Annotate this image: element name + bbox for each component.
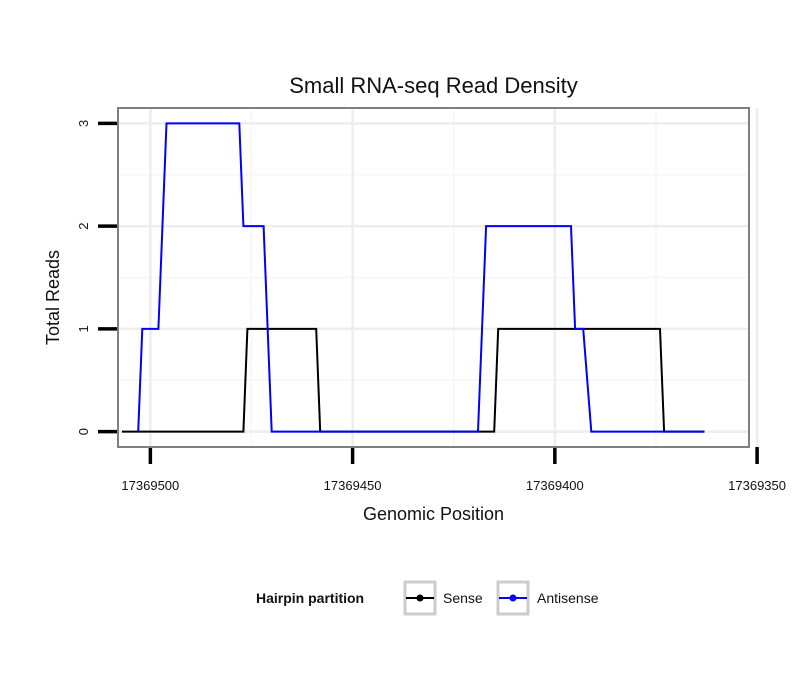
legend: Hairpin partition Sense Antisense: [256, 580, 599, 616]
x-tick-label: 17369350: [728, 478, 786, 493]
legend-key-point: [416, 594, 424, 602]
legend-key-point: [509, 594, 517, 602]
axis-layer: 17369500 17369450 17369400 17369350 0 1 2 3: [76, 120, 786, 493]
legend-label: Sense: [443, 590, 483, 606]
series-layer: [122, 122, 705, 433]
legend-title: Hairpin partition: [256, 590, 364, 606]
legend-entries: Sense Antisense: [403, 580, 599, 616]
plot-border: [117, 107, 750, 448]
y-axis-title: Total Reads: [43, 250, 63, 345]
legend-entry-sense: Sense: [403, 580, 483, 616]
legend-entry-antisense: Antisense: [496, 580, 599, 616]
y-tick-label: 2: [76, 223, 91, 230]
y-tick-label: 3: [76, 120, 91, 127]
x-axis-title: Genomic Position: [363, 504, 504, 524]
x-tick-label: 17369500: [121, 478, 179, 493]
x-tick-label: 17369400: [526, 478, 584, 493]
y-tick-label: 1: [76, 325, 91, 332]
y-tick-label: 0: [76, 428, 91, 435]
series-line-antisense: [137, 122, 705, 433]
grid-layer: [118, 108, 759, 447]
x-tick-label: 17369450: [324, 478, 382, 493]
chart-title: Small RNA-seq Read Density: [289, 73, 578, 98]
legend-label: Antisense: [537, 590, 599, 606]
